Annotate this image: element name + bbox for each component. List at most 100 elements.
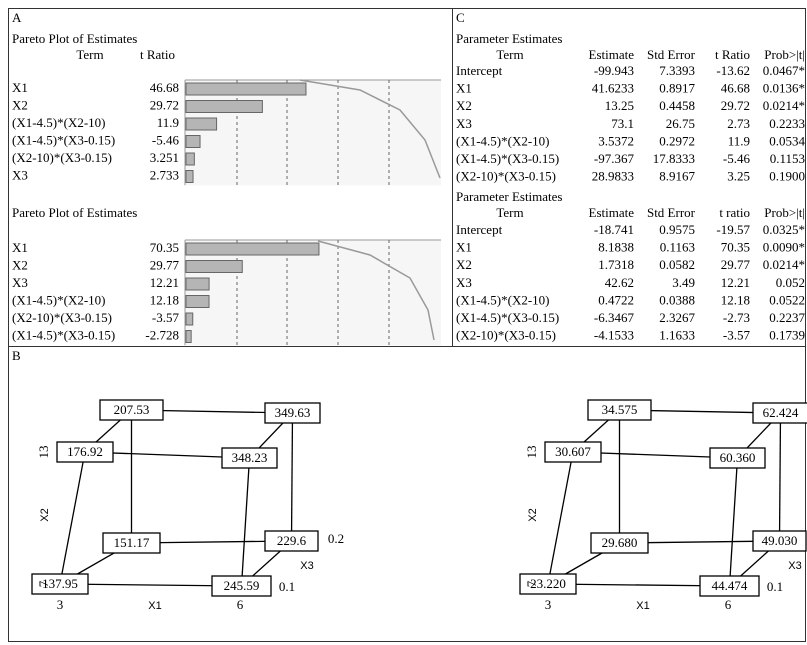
table-cell: 12.21 [721, 275, 750, 290]
table-cell: 2.73 [727, 116, 750, 131]
cube-edge [290, 412, 294, 542]
table-cell: 0.0214* [763, 98, 805, 113]
bar [185, 295, 210, 308]
t-ratio-label: -2.728 [145, 327, 179, 342]
t-ratio-label: -3.57 [152, 310, 180, 325]
cube-value: 349.63 [275, 405, 311, 420]
table-cell: 70.35 [721, 240, 750, 255]
cube-edge [59, 451, 86, 585]
table-cell: 13.25 [605, 98, 634, 113]
cube-value: 229.6 [277, 533, 307, 548]
table-cell: 0.8917 [659, 81, 695, 96]
table-title: Parameter Estimates [456, 189, 563, 204]
table-cell: 7.3393 [659, 63, 695, 78]
table-cell: -6.3467 [594, 310, 635, 325]
column-header: t ratio [719, 205, 750, 220]
table-cell: 0.0214* [763, 257, 805, 272]
table-cell: (X2-10)*(X3-0.15) [456, 328, 556, 343]
table-cell: 0.4458 [659, 98, 695, 113]
cube-box [56, 441, 114, 463]
cube-edge [547, 583, 730, 587]
cube-box [752, 402, 807, 424]
cube-value: 151.17 [114, 535, 150, 550]
column-header: Prob>|t| [764, 47, 805, 62]
term-label: X1 [12, 80, 28, 95]
plot-area [185, 80, 441, 186]
table-cell: 0.1163 [660, 240, 695, 255]
table-cell: 0.1153 [770, 151, 805, 166]
bar [185, 242, 320, 256]
axis-label: X1 [148, 600, 161, 612]
table-cell: 29.72 [721, 98, 750, 113]
axis-label: X3 [300, 560, 313, 572]
column-header: Prob>|t| [764, 205, 805, 220]
cube-box [264, 530, 319, 552]
t-ratio-label: 12.18 [150, 292, 179, 307]
table-cell: 0.4722 [598, 292, 634, 307]
term-label: (X1-4.5)*(X3-0.15) [12, 327, 115, 342]
term-label: (X2-10)*(X3-0.15) [12, 150, 112, 165]
table-cell: 0.1739 [769, 328, 805, 343]
cube-value: 348.23 [232, 450, 268, 465]
cube-box [587, 399, 652, 421]
panel-label: B [12, 348, 21, 363]
bar [185, 312, 194, 326]
table-cell: 0.0388 [659, 292, 695, 307]
axis-label: 6 [725, 597, 732, 612]
cube-value: 62.424 [763, 405, 799, 420]
term-label: X2 [12, 97, 28, 112]
table-cell: -99.943 [594, 63, 634, 78]
cube-edge [240, 457, 251, 587]
table-cell: 1.7318 [598, 257, 634, 272]
table-cell: -2.73 [723, 310, 750, 325]
table-title: Parameter Estimates [456, 31, 563, 46]
cube-value: 23.220 [530, 576, 566, 591]
cube-value: 60.360 [720, 450, 756, 465]
table-cell: 3.25 [727, 169, 750, 184]
cube-edge [59, 583, 242, 587]
cube-box [211, 575, 272, 597]
plot-area [185, 240, 441, 346]
table-cell: (X1-4.5)*(X2-10) [456, 133, 550, 148]
bar [185, 135, 201, 148]
cube-value: 44.474 [712, 578, 748, 593]
t-ratio-label: 29.72 [150, 97, 179, 112]
axis-label: X1 [636, 600, 649, 612]
table-cell: -18.741 [594, 222, 634, 237]
cube-value: 245.59 [224, 578, 260, 593]
table-cell: 0.0090* [763, 240, 805, 255]
cube-box [264, 402, 321, 424]
axis-label: 3 [57, 597, 64, 612]
table-cell: 12.18 [721, 292, 750, 307]
term-label: X3 [12, 275, 28, 290]
table-cell: 17.8333 [653, 151, 695, 166]
table-cell: Intercept [456, 222, 503, 237]
table-cell: 42.62 [605, 275, 634, 290]
table-cell: -3.57 [723, 328, 751, 343]
table-cell: 3.49 [672, 275, 695, 290]
table-cell: 3.5372 [598, 133, 634, 148]
cube-edge [547, 451, 574, 585]
t-ratio-label: 46.68 [150, 80, 179, 95]
table-cell: Intercept [456, 63, 503, 78]
axis-label: X3 [788, 560, 801, 572]
column-header: Estimate [589, 47, 635, 62]
table-cell: 0.2972 [659, 133, 695, 148]
t-ratio-label: 29.77 [150, 257, 180, 272]
column-header: Term [76, 47, 103, 62]
cumulative-curve [299, 79, 441, 179]
outer-frame [8, 8, 806, 642]
table-cell: 8.1838 [598, 240, 634, 255]
column-header: Term [496, 205, 523, 220]
cube-value: 34.575 [602, 402, 638, 417]
table-cell: (X1-4.5)*(X3-0.15) [456, 310, 559, 325]
bar [185, 100, 263, 113]
table-cell: 8.9167 [659, 169, 695, 184]
table-cell: -19.57 [716, 222, 750, 237]
table-cell: 26.75 [666, 116, 695, 131]
table-cell: 73.1 [611, 116, 634, 131]
table-cell: 0.1900 [769, 169, 805, 184]
table-cell: X2 [456, 257, 472, 272]
